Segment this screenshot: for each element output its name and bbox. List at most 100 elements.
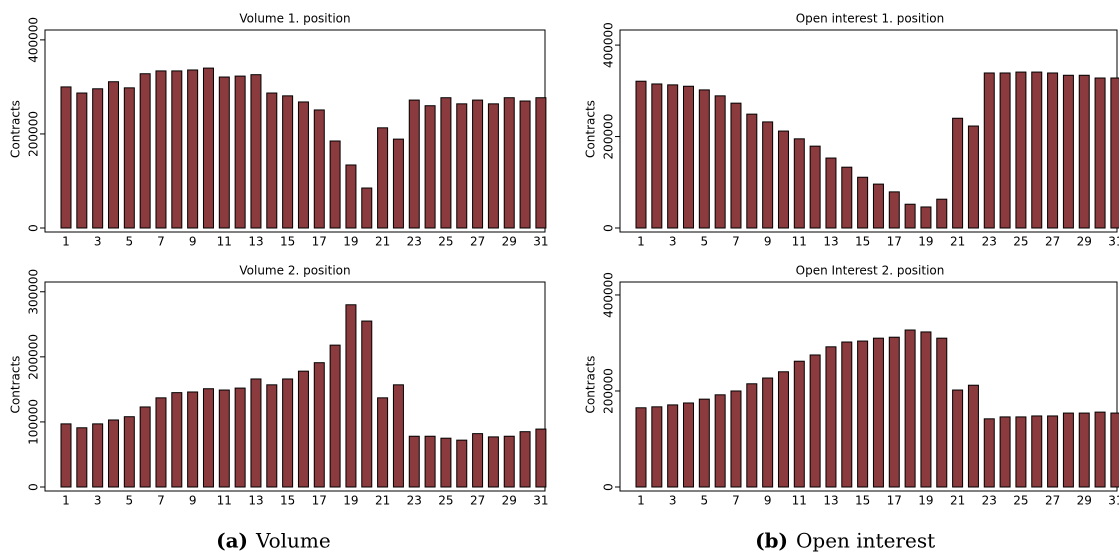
bar [793, 360, 805, 488]
bar [1015, 416, 1027, 488]
bar [282, 378, 294, 488]
y-tick-label: 200000 [27, 111, 41, 157]
x-tick-label: 5 [700, 235, 708, 249]
x-tick-label: 29 [502, 494, 517, 508]
x-tick-label: 15 [855, 235, 870, 249]
bar [999, 72, 1011, 229]
x-tick-label: 15 [280, 235, 295, 249]
bar [155, 70, 167, 229]
x-tick-label: 9 [764, 235, 772, 249]
x-tick-label: 25 [1013, 494, 1028, 508]
bar [698, 89, 710, 229]
x-tick-label: 23 [407, 235, 422, 249]
bar [983, 418, 995, 488]
bar [218, 389, 230, 488]
y-tick-label: 200000 [602, 368, 616, 414]
x-tick-label: 29 [502, 235, 517, 249]
bar [746, 113, 758, 229]
bar [440, 437, 452, 488]
bar [345, 164, 357, 229]
bar [440, 97, 452, 229]
x-tick-label: 7 [157, 235, 165, 249]
caption-label: (a) [216, 529, 248, 553]
x-tick-label: 7 [157, 494, 165, 508]
bar [519, 100, 531, 229]
x-tick-label: 1 [62, 235, 70, 249]
bar [967, 125, 979, 229]
bar [1110, 412, 1119, 488]
bar [202, 67, 214, 229]
y-tick-label: 0 [27, 483, 41, 491]
bar [297, 101, 309, 229]
x-tick-label: 5 [125, 235, 133, 249]
bar [218, 76, 230, 229]
bar [60, 86, 72, 229]
bar [1062, 74, 1074, 229]
bar [967, 384, 979, 488]
x-tick-label: 27 [470, 494, 485, 508]
bar [698, 398, 710, 488]
bar [762, 121, 774, 229]
x-tick-label: 1 [637, 235, 645, 249]
bar [999, 416, 1011, 488]
bar [234, 75, 246, 229]
x-tick-label: 19 [343, 235, 358, 249]
bar [809, 354, 821, 488]
bar [456, 439, 468, 488]
bar [250, 378, 262, 488]
bar [456, 103, 468, 229]
x-tick-label: 13 [248, 235, 263, 249]
bar [171, 392, 183, 488]
x-tick-label: 21 [375, 235, 390, 249]
bar [107, 419, 119, 488]
bar [651, 83, 663, 229]
x-tick-label: 3 [94, 494, 102, 508]
x-tick-label: 31 [1108, 494, 1119, 508]
bar [682, 85, 694, 229]
x-tick-label: 17 [312, 235, 327, 249]
x-tick-label: 15 [280, 494, 295, 508]
bar [682, 402, 694, 488]
plot-frame [44, 29, 546, 233]
x-tick-label: 3 [669, 494, 677, 508]
bar [329, 344, 341, 488]
bar [76, 427, 88, 488]
bar [139, 406, 151, 488]
y-tick-label: 400000 [27, 17, 41, 63]
chart-title: Open interest 1. position [796, 12, 945, 26]
y-tick-label: 300000 [27, 269, 41, 315]
bar [139, 73, 151, 229]
x-tick-label: 5 [700, 494, 708, 508]
bar [904, 329, 916, 488]
y-axis-label: Contracts [9, 356, 23, 414]
x-tick-label: 13 [248, 494, 263, 508]
bar [519, 431, 531, 488]
bar [777, 130, 789, 229]
bar [424, 435, 436, 488]
y-tick-label: 200000 [602, 114, 616, 160]
bar [92, 88, 104, 229]
bar [123, 87, 135, 229]
plot-frame [44, 281, 546, 492]
bar [345, 304, 357, 488]
caption-label: (b) [755, 529, 788, 553]
bar [841, 341, 853, 488]
bar [424, 105, 436, 229]
bar [1015, 71, 1027, 229]
x-tick-label: 9 [189, 494, 197, 508]
bar [171, 70, 183, 229]
bar [730, 390, 742, 488]
x-tick-label: 7 [732, 235, 740, 249]
bar [60, 423, 72, 488]
bar [266, 384, 278, 488]
bar [472, 99, 484, 229]
x-tick-label: 27 [1045, 494, 1060, 508]
x-tick-label: 19 [918, 235, 933, 249]
bar [920, 331, 932, 488]
bar [266, 92, 278, 229]
x-tick-label: 31 [533, 494, 548, 508]
y-axis-label: Contracts [9, 100, 23, 158]
bar [872, 337, 884, 488]
